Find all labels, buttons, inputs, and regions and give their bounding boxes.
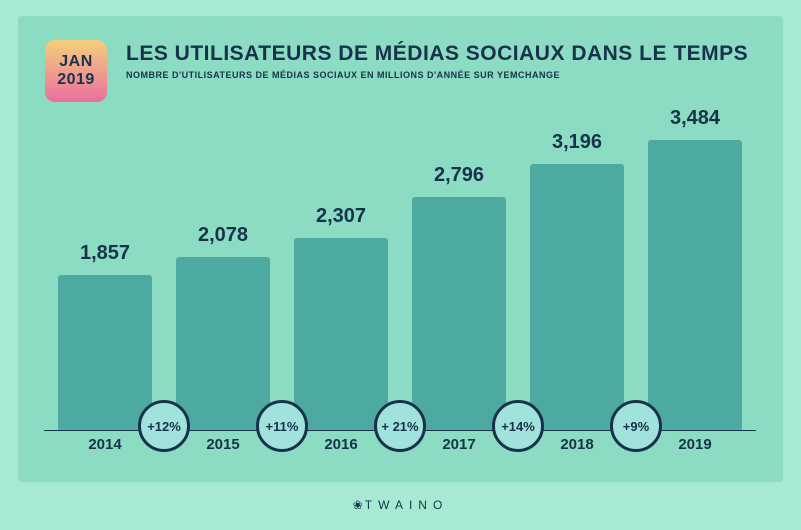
bar-x-label: 2014 xyxy=(88,436,121,453)
title-block: LES UTILISATEURS DE MÉDIAS SOCIAUX DANS … xyxy=(126,42,748,80)
bar-x-label: 2019 xyxy=(678,436,711,453)
bar-value-label: 2,307 xyxy=(316,205,366,228)
bar-x-label: 2016 xyxy=(324,436,357,453)
pct-change-badge: +14% xyxy=(492,400,544,452)
page-title: LES UTILISATEURS DE MÉDIAS SOCIAUX DANS … xyxy=(126,42,748,66)
brand-footer: ❀TWAINO xyxy=(0,498,801,512)
bar-2016 xyxy=(294,238,388,430)
bar-value-label: 1,857 xyxy=(80,242,130,265)
date-badge: JAN 2019 xyxy=(45,40,107,102)
pct-change-badge: +11% xyxy=(256,400,308,452)
bar-2017 xyxy=(412,197,506,430)
pct-change-badge: +9% xyxy=(610,400,662,452)
date-badge-year: 2019 xyxy=(57,71,95,89)
bar-x-label: 2015 xyxy=(206,436,239,453)
bar-value-label: 2,796 xyxy=(434,164,484,187)
bar-value-label: 3,196 xyxy=(552,131,602,154)
brand-text: TWAINO xyxy=(365,498,449,512)
bar-x-label: 2017 xyxy=(442,436,475,453)
pct-change-badge: + 21% xyxy=(374,400,426,452)
bar-x-label: 2018 xyxy=(560,436,593,453)
bar-2019 xyxy=(648,140,742,430)
date-badge-month: JAN xyxy=(59,53,93,71)
bar-chart: 1,85720142,07820152,30720162,79620173,19… xyxy=(44,130,756,430)
bar-2018 xyxy=(530,164,624,430)
bar-value-label: 2,078 xyxy=(198,224,248,247)
page-subtitle: NOMBRE D'UTILISATEURS DE MÉDIAS SOCIAUX … xyxy=(126,70,748,80)
pct-change-badge: +12% xyxy=(138,400,190,452)
bar-2015 xyxy=(176,257,270,430)
brand-leaf-icon: ❀ xyxy=(353,498,363,512)
bar-value-label: 3,484 xyxy=(670,107,720,130)
bar-2014 xyxy=(58,275,152,430)
